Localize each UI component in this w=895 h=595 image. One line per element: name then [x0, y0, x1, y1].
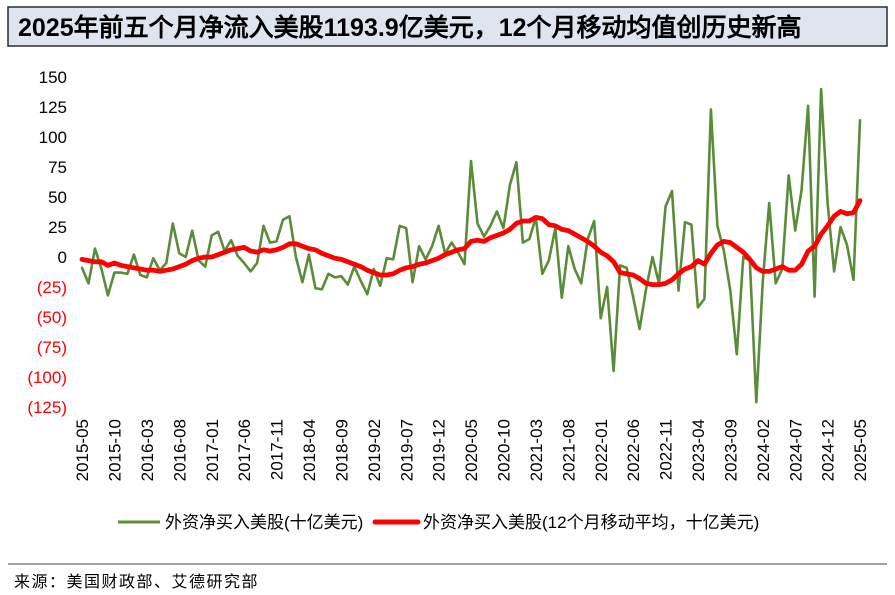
x-tick-label: 2019-12 — [430, 419, 449, 481]
title-banner — [7, 6, 888, 47]
legend-label-ma12: 外资净买入美股(12个月移动平均，十亿美元) — [423, 513, 759, 532]
legend: 外资净买入美股(十亿美元) 外资净买入美股(12个月移动平均，十亿美元) — [118, 513, 759, 532]
x-tick-label: 2024-12 — [819, 419, 838, 481]
chart-title: 2025年前五个月净流入美股1193.9亿美元，12个月移动均值创历史新高 — [18, 13, 802, 42]
x-tick-label: 2022-01 — [592, 419, 611, 481]
y-tick-label: 100 — [39, 128, 67, 147]
x-tick-label: 2022-11 — [657, 419, 676, 480]
legend-label-monthly: 外资净买入美股(十亿美元) — [165, 513, 363, 532]
x-tick-label: 2019-02 — [365, 419, 384, 481]
x-tick-label: 2020-05 — [462, 419, 481, 481]
source-note: 来源：美国财政部、艾德研究部 — [14, 572, 259, 591]
y-tick-label: (50) — [37, 308, 67, 327]
y-tick-label: 0 — [58, 248, 67, 267]
x-tick-label: 2021-03 — [527, 419, 546, 481]
y-axis: 150 125 100 75 50 25 0 (25) (50) (75) (100) (125) — [27, 68, 67, 417]
x-tick-label: 2017-06 — [235, 419, 254, 481]
x-tick-label: 2016-08 — [170, 419, 189, 481]
y-tick-label: 125 — [39, 98, 67, 117]
y-tick-label: 150 — [39, 68, 67, 87]
x-tick-label: 2024-02 — [754, 419, 773, 481]
x-tick-label: 2018-04 — [300, 419, 319, 481]
plot-area — [79, 87, 863, 404]
x-tick-label: 2017-11 — [268, 419, 287, 480]
x-tick-label: 2015-10 — [106, 419, 125, 481]
y-tick-label: 50 — [48, 188, 67, 207]
x-tick-label: 2015-05 — [73, 419, 92, 481]
x-tick-label: 2017-01 — [203, 419, 222, 481]
x-tick-label: 2020-10 — [495, 419, 514, 481]
x-tick-label: 2016-03 — [138, 419, 157, 481]
x-tick-label: 2021-08 — [559, 419, 578, 481]
x-tick-label: 2024-07 — [786, 419, 805, 481]
x-tick-label: 2019-07 — [397, 419, 416, 481]
y-tick-label: (25) — [37, 278, 67, 297]
x-tick-label: 2022-06 — [624, 419, 643, 481]
series-line-ma12 — [79, 198, 863, 288]
x-axis: 2015-05 2015-10 2016-03 2016-08 2017-01 2017-… — [73, 419, 870, 481]
y-tick-label: (100) — [27, 368, 67, 387]
y-tick-label: (125) — [27, 398, 67, 417]
x-tick-label: 2018-09 — [332, 419, 351, 481]
y-tick-label: 75 — [48, 158, 67, 177]
x-tick-label: 2025-05 — [851, 419, 870, 481]
series-line-monthly — [80, 87, 862, 404]
x-tick-label: 2023-09 — [721, 419, 740, 481]
y-tick-label: 25 — [48, 218, 67, 237]
y-tick-label: (75) — [37, 338, 67, 357]
x-tick-label: 2023-04 — [689, 419, 708, 481]
